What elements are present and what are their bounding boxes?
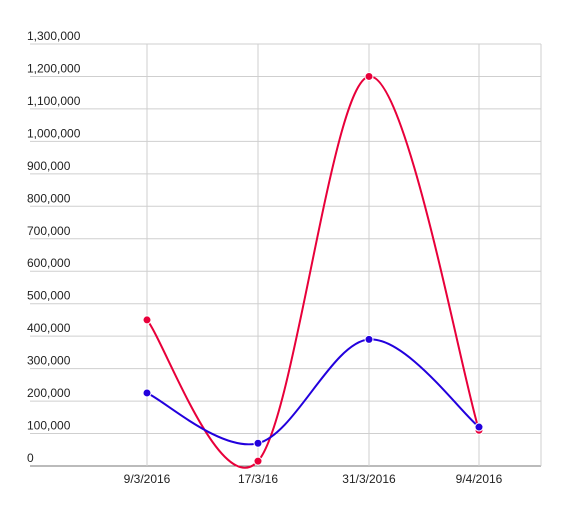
series-1-point[interactable] xyxy=(142,315,152,325)
y-tick-label: 400,000 xyxy=(27,321,71,335)
point-layer xyxy=(142,71,484,466)
grid-layer xyxy=(30,43,542,467)
x-tick-label: 31/3/2016 xyxy=(342,472,396,486)
y-tick-label: 700,000 xyxy=(27,224,71,238)
x-tick-label: 9/3/2016 xyxy=(124,472,171,486)
y-tick-label: 300,000 xyxy=(27,354,71,368)
y-tick-label: 900,000 xyxy=(27,159,71,173)
series-2-point[interactable] xyxy=(142,388,152,398)
y-tick-label: 100,000 xyxy=(27,419,71,433)
series-line-2 xyxy=(146,338,480,446)
series-layer xyxy=(146,75,480,469)
series-2-point[interactable] xyxy=(364,334,374,344)
y-tick-label: 600,000 xyxy=(27,256,71,270)
series-2-point[interactable] xyxy=(474,422,484,432)
y-tick-label: 1,200,000 xyxy=(27,61,81,75)
y-tick-label: 500,000 xyxy=(27,289,71,303)
y-tick-label: 1,000,000 xyxy=(27,126,81,140)
x-axis-tick-labels: 9/3/2016 17/3/16 31/3/2016 9/4/2016 xyxy=(124,472,503,486)
x-tick-label: 17/3/16 xyxy=(238,472,278,486)
y-tick-label: 200,000 xyxy=(27,386,71,400)
series-2-point[interactable] xyxy=(253,438,263,448)
series-line-1 xyxy=(146,75,480,469)
y-axis-tick-labels: 1,300,000 1,200,000 1,100,000 1,000,000 900,… xyxy=(27,29,81,465)
x-tick-label: 9/4/2016 xyxy=(456,472,503,486)
y-tick-label: 1,100,000 xyxy=(27,94,81,108)
series-1-point[interactable] xyxy=(364,71,374,81)
y-tick-label: 0 xyxy=(27,451,34,465)
series-1-point[interactable] xyxy=(253,456,263,466)
y-tick-label: 800,000 xyxy=(27,191,71,205)
y-tick-label: 1,300,000 xyxy=(27,29,81,43)
